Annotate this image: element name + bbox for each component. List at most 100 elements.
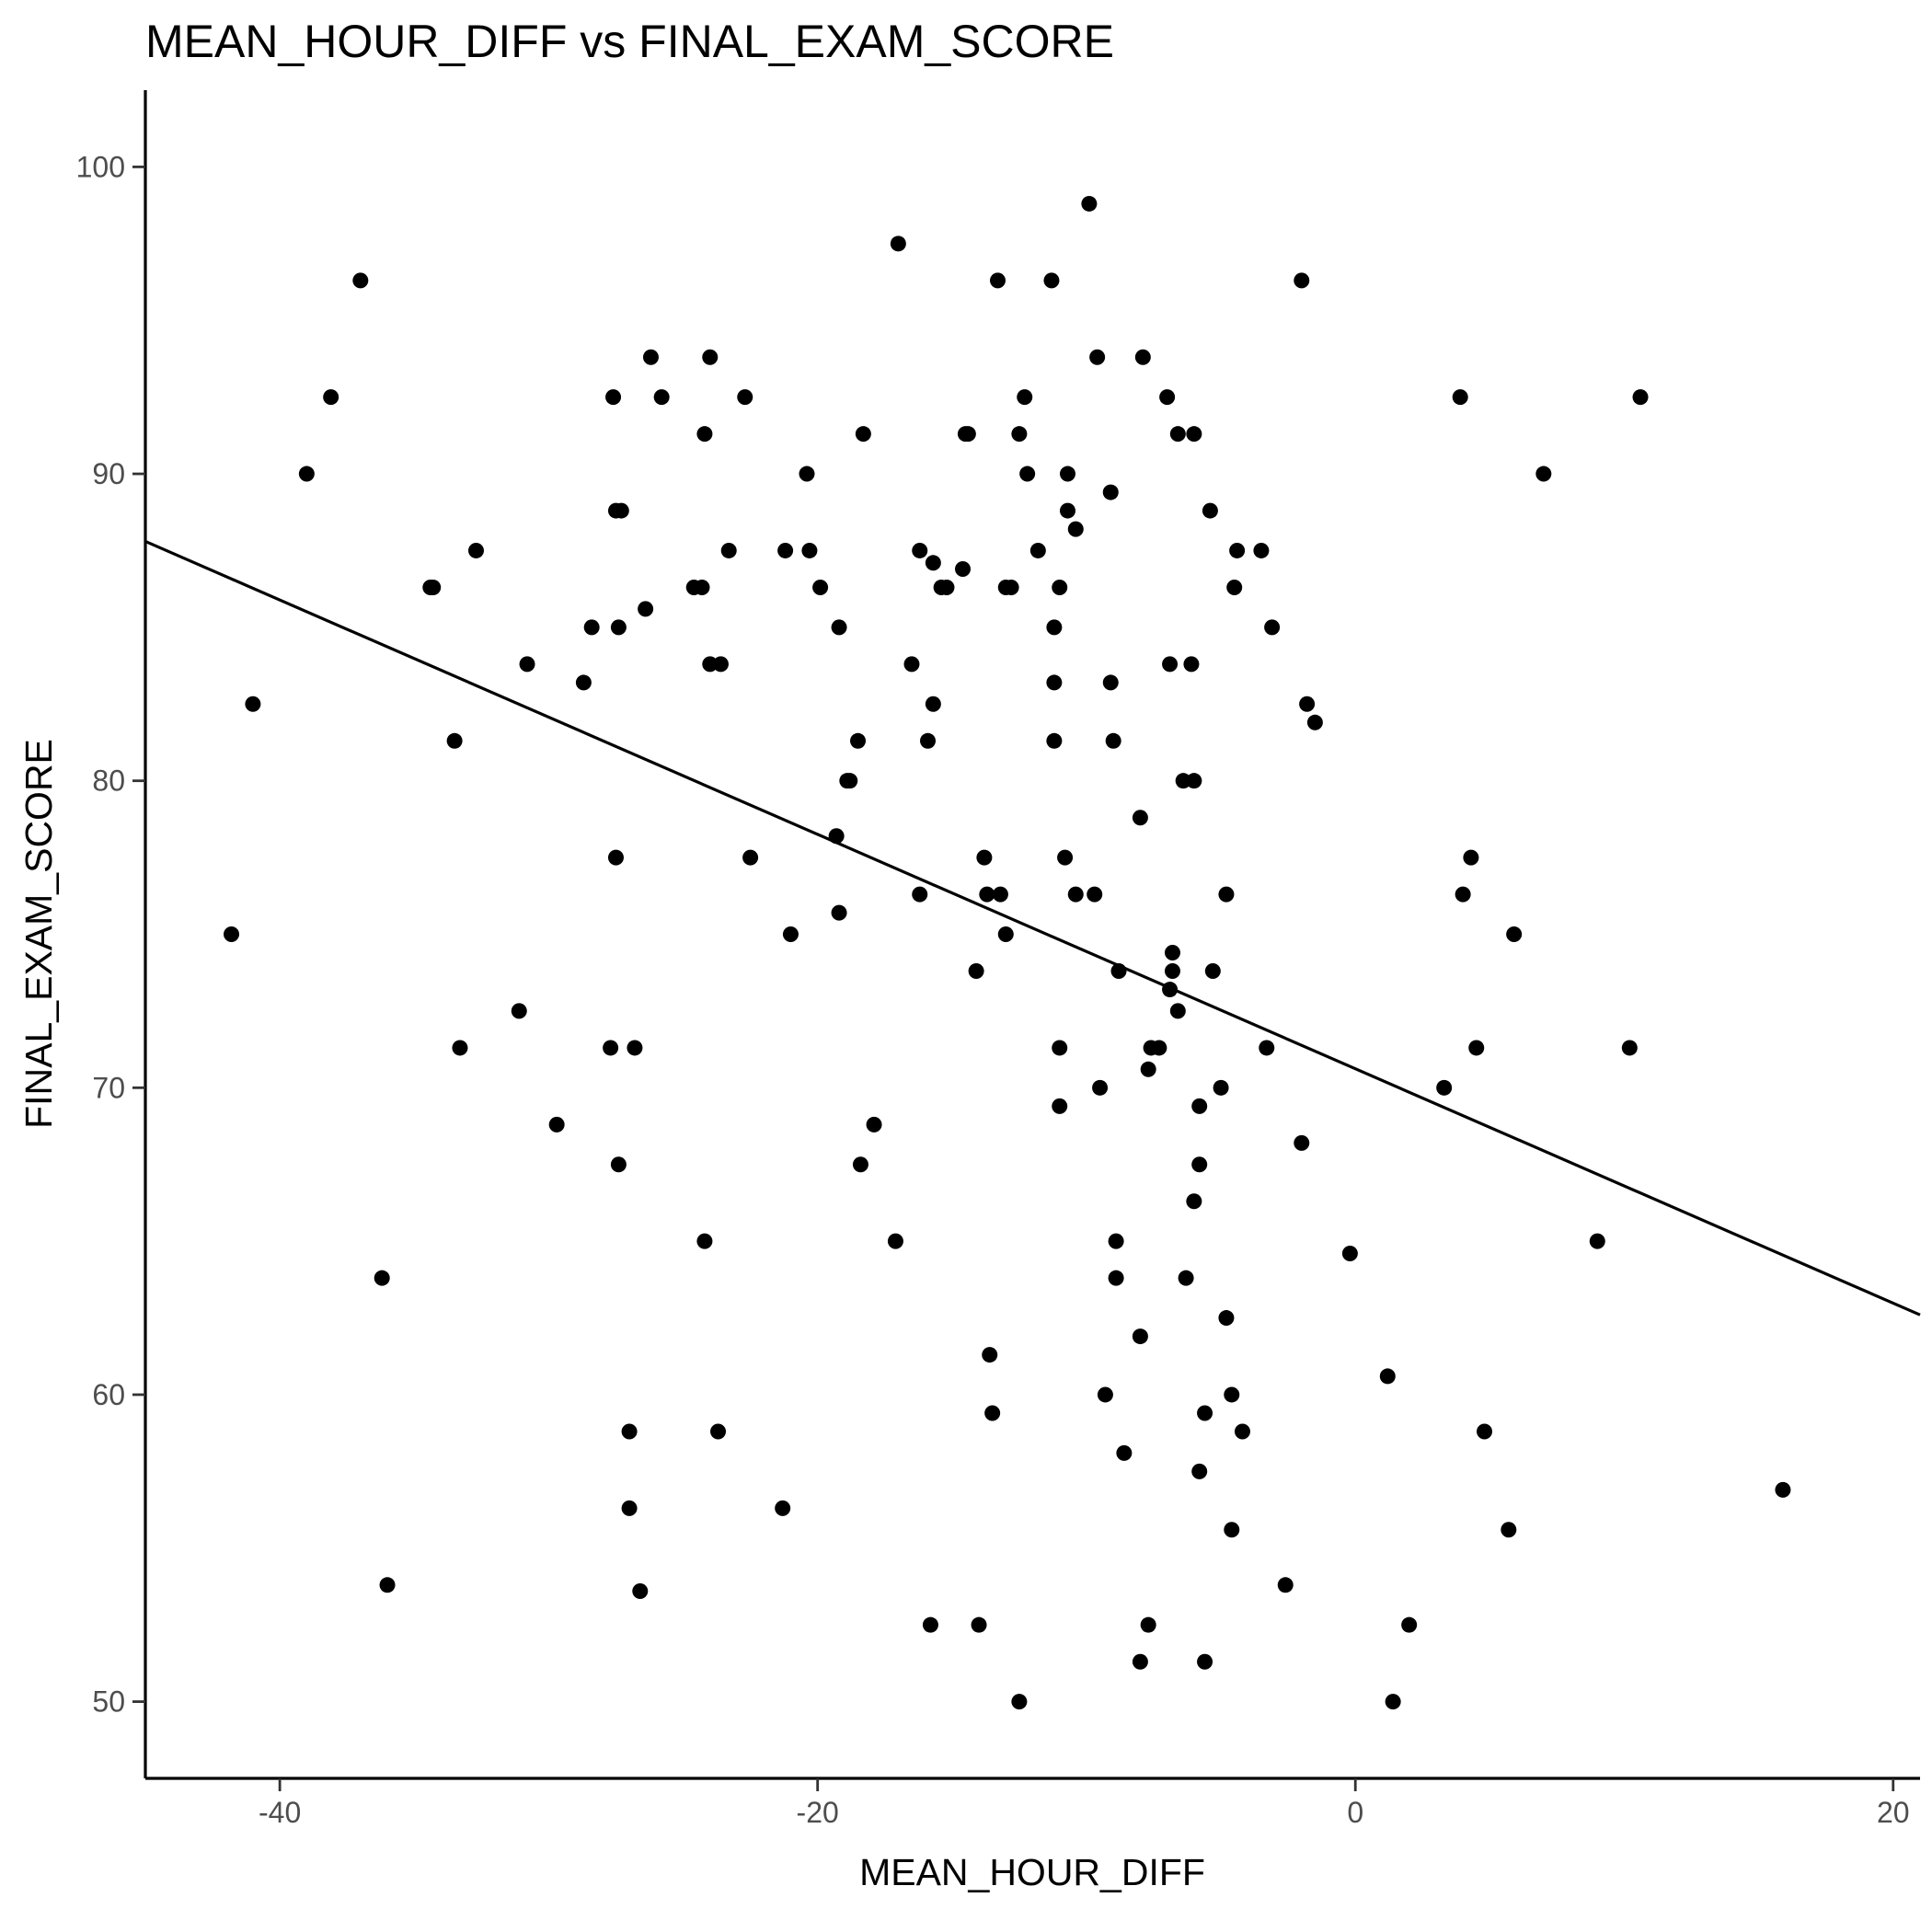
data-point xyxy=(1019,466,1036,482)
data-point xyxy=(1306,714,1323,730)
data-point xyxy=(1379,1368,1396,1385)
data-point xyxy=(1169,426,1186,443)
data-point xyxy=(1501,1522,1517,1538)
data-point xyxy=(720,542,737,558)
data-point xyxy=(866,1116,882,1133)
data-point xyxy=(298,466,315,482)
data-point xyxy=(1224,1386,1240,1403)
data-point xyxy=(955,560,972,577)
x-axis-title: MEAN_HOUR_DIFF xyxy=(859,1851,1205,1893)
data-point xyxy=(702,656,719,673)
data-point xyxy=(920,732,937,749)
data-point xyxy=(1162,982,1179,998)
data-point xyxy=(245,696,261,712)
data-point xyxy=(737,389,753,406)
data-point xyxy=(831,904,847,921)
data-point xyxy=(1191,1156,1208,1173)
data-point xyxy=(224,926,240,942)
data-point xyxy=(627,1040,643,1056)
data-point xyxy=(925,696,941,712)
data-point xyxy=(1052,1040,1068,1056)
data-point xyxy=(1059,502,1075,519)
data-point xyxy=(912,542,928,558)
data-point xyxy=(812,579,829,595)
data-point xyxy=(1253,542,1270,558)
data-point xyxy=(852,1156,868,1173)
data-point xyxy=(912,886,928,903)
data-point xyxy=(1043,272,1060,289)
data-point xyxy=(696,1233,713,1249)
data-point xyxy=(1092,1079,1109,1096)
data-point xyxy=(1452,389,1468,406)
data-point xyxy=(1057,849,1074,866)
data-point xyxy=(653,389,670,406)
data-point xyxy=(374,1270,390,1286)
data-point xyxy=(1535,466,1552,482)
data-point xyxy=(1264,619,1281,636)
data-point xyxy=(605,389,622,406)
data-point xyxy=(828,828,845,845)
plot-area xyxy=(144,195,1921,1710)
data-point xyxy=(1183,656,1200,673)
data-point xyxy=(1197,1653,1213,1670)
data-point xyxy=(1067,886,1084,903)
data-point xyxy=(642,349,659,365)
data-point xyxy=(742,849,759,866)
data-point xyxy=(1463,849,1479,866)
data-point xyxy=(603,1040,619,1056)
x-tick-label: 0 xyxy=(1347,1796,1363,1829)
data-point xyxy=(452,1040,468,1056)
data-point xyxy=(1175,773,1191,789)
data-point xyxy=(548,1116,565,1133)
data-point xyxy=(1097,1386,1113,1403)
data-point xyxy=(887,1233,903,1249)
data-point xyxy=(1164,945,1180,961)
data-point xyxy=(621,1500,638,1516)
data-point xyxy=(976,849,993,866)
data-point xyxy=(1191,1463,1208,1479)
data-point xyxy=(1159,389,1176,406)
x-axis-ticks: -40 -20 0 20 xyxy=(259,1778,1910,1829)
data-point xyxy=(1102,674,1119,691)
data-point xyxy=(1151,1040,1167,1056)
data-point xyxy=(1046,674,1063,691)
data-point xyxy=(890,236,906,252)
x-tick-label: 20 xyxy=(1877,1796,1910,1829)
data-point xyxy=(1132,810,1148,826)
data-point xyxy=(1178,1270,1194,1286)
data-point xyxy=(511,1003,527,1019)
data-point xyxy=(1067,521,1084,537)
data-point xyxy=(1116,1444,1133,1461)
data-point xyxy=(1011,426,1028,443)
data-point xyxy=(1775,1481,1791,1498)
data-point xyxy=(583,619,600,636)
data-point xyxy=(922,1616,938,1633)
data-point xyxy=(979,886,995,903)
data-point xyxy=(323,389,339,406)
y-tick-label: 80 xyxy=(92,765,125,798)
x-tick-label: -20 xyxy=(797,1796,839,1829)
data-point xyxy=(1506,926,1523,942)
data-point xyxy=(1089,349,1106,365)
data-point xyxy=(702,349,719,365)
data-point xyxy=(1294,272,1310,289)
data-point xyxy=(575,674,592,691)
data-point xyxy=(984,1405,1001,1421)
data-point xyxy=(1218,886,1235,903)
data-point xyxy=(1455,886,1471,903)
data-point xyxy=(775,1500,791,1516)
data-point xyxy=(799,466,815,482)
y-axis-title: FINAL_EXAM_SCORE xyxy=(17,739,60,1129)
y-tick-label: 70 xyxy=(92,1071,125,1104)
data-point xyxy=(1059,466,1075,482)
data-point xyxy=(1621,1040,1638,1056)
data-point xyxy=(992,886,1008,903)
data-point xyxy=(467,542,484,558)
data-point xyxy=(1632,389,1649,406)
chart-title: MEAN_HOUR_DIFF vs FINAL_EXAM_SCORE xyxy=(145,16,1114,67)
data-point xyxy=(925,555,941,571)
data-point xyxy=(1202,502,1218,519)
data-point xyxy=(1052,1098,1068,1114)
data-point xyxy=(1134,349,1151,365)
data-point xyxy=(960,426,976,443)
